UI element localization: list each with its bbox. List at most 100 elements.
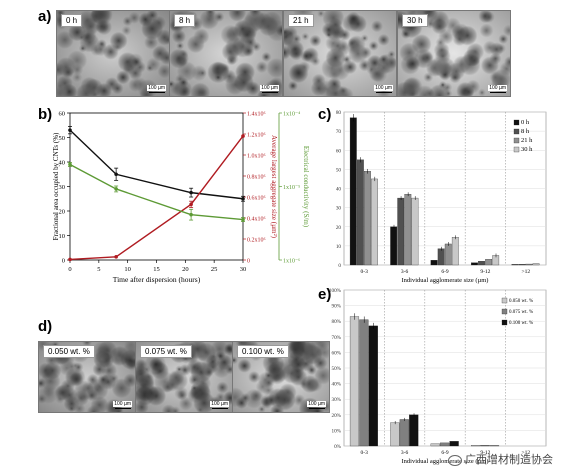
y-tick-label: 40 [336, 187, 342, 193]
x-axis-label: Individual agglomerate size (µm) [402, 458, 489, 465]
legend-swatch [513, 146, 520, 153]
bar [411, 197, 419, 266]
x-tick-label: >12 [521, 450, 530, 456]
y-tick-label: 10 [336, 244, 342, 250]
bar [390, 226, 398, 266]
scale-bar [262, 92, 278, 93]
bar [511, 264, 519, 266]
x-tick-label: >12 [521, 269, 530, 275]
bar [404, 194, 412, 266]
bar [492, 255, 500, 266]
legend-label: 0.100 wt. % [509, 321, 533, 326]
panel-d-micrograph-label: 0.100 wt. % [237, 345, 289, 358]
y-left-tick-label: 40 [59, 159, 66, 166]
x-tick-label: 3-6 [401, 450, 409, 456]
chart-c: 0 10 20 30 40 50 60 70 80 0-3 3-6 6-9 9-12 >12 Individ… [336, 110, 547, 284]
scale-bar [490, 92, 506, 93]
y-tick-label: 0% [334, 444, 342, 450]
bar [471, 445, 481, 447]
x-tick-label: 0-3 [361, 450, 369, 456]
y-tick-label: 30% [331, 397, 341, 403]
watermark: 广西增材制造协会 [448, 451, 553, 467]
y-right2-tick-label: 1x10⁻⁶ [283, 258, 300, 264]
panel-a-micrograph-label: 0 h [61, 14, 83, 27]
panel-a-label: a) [38, 8, 52, 25]
y-left-tick-label: 0 [62, 257, 65, 264]
panel-d-micrograph-2: 0.075 wt. % 100 µm [135, 341, 233, 413]
x-axis-label: Time after dispersion (hours) [113, 275, 201, 284]
bar [430, 260, 438, 266]
panel-d-micrograph-label: 0.075 wt. % [140, 345, 192, 358]
y-tick-label: 100% [329, 288, 342, 294]
bar [485, 259, 493, 266]
y-tick-label: 10% [331, 428, 341, 434]
scale-bar-label: 100 µm [113, 401, 132, 407]
legend-label: 8 h [521, 128, 530, 135]
watermark-text: 广西增材制造协会 [465, 453, 553, 466]
bar [399, 419, 409, 447]
y-tick-label: 60% [331, 350, 341, 356]
panel-d-micrograph-1: 0.050 wt. % 100 µm [38, 341, 136, 413]
legend-swatch [513, 128, 520, 135]
x-tick-label: 10 [124, 266, 131, 273]
x-tick-label: 5 [97, 266, 100, 273]
bar [390, 422, 400, 447]
legend-swatch [513, 137, 520, 144]
data-point [114, 172, 118, 177]
chart-b: 0 5 10 15 20 25 30 Time after dispersion (hours… [52, 110, 310, 284]
y-tick-label: 40% [331, 382, 341, 388]
y-right1-tick-label: 0.4x10⁶ [247, 216, 266, 222]
y-right1-tick-label: 1.2x10⁶ [247, 132, 266, 138]
data-point [68, 162, 72, 167]
y-tick-label: 20% [331, 413, 341, 419]
scale-bar-label: 100 µm [260, 85, 279, 91]
x-tick-label: 9-12 [480, 269, 490, 275]
y-tick-label: 90% [331, 304, 341, 310]
y-tick-label: 30 [336, 206, 342, 212]
scale-bar [376, 92, 392, 93]
bar [359, 319, 369, 447]
legend-swatch [513, 119, 520, 126]
bar [397, 197, 405, 266]
data-point [189, 212, 193, 217]
data-point [68, 257, 72, 262]
bar [471, 262, 478, 266]
y-tick-label: 60 [336, 148, 342, 154]
bar [349, 316, 360, 447]
series-line-2 [69, 135, 244, 261]
scale-bar-label: 100 µm [307, 401, 326, 407]
bar [371, 178, 378, 266]
x-axis-label: Individual agglomerate size (µm) [402, 277, 489, 284]
x-tick-label: 20 [182, 266, 189, 273]
y-tick-label: 80 [336, 110, 342, 116]
panel-a-micrograph-label: 30 h [402, 14, 428, 27]
bar [356, 159, 364, 266]
bar [480, 445, 490, 447]
scale-bar-label: 100 µm [147, 85, 166, 91]
scale-bar-label: 100 µm [374, 85, 393, 91]
y-left-tick-label: 20 [59, 208, 66, 215]
x-tick-label: 6-9 [441, 269, 449, 275]
y-tick-label: 50% [331, 366, 341, 372]
y-right1-tick-label: 0.6x10⁶ [247, 195, 266, 201]
data-point [114, 255, 118, 259]
y-tick-label: 70% [331, 335, 341, 341]
bar [444, 243, 452, 266]
x-tick-label: 3-6 [401, 269, 409, 275]
data-point [241, 196, 245, 201]
x-tick-label: 0-3 [361, 269, 369, 275]
x-tick-label: 30 [240, 266, 247, 273]
panel-a-micrograph-label: 8 h [174, 14, 196, 27]
y-tick-label: 50 [336, 167, 342, 173]
y-right2-tick-label: 1x10⁻⁵ [283, 185, 300, 191]
y-tick-label: 20 [336, 225, 342, 231]
panel-b-label: b) [38, 106, 53, 123]
legend-swatch [501, 297, 508, 304]
plot-frame [69, 112, 244, 261]
bar [437, 248, 445, 266]
legend-label: 0 h [521, 119, 530, 126]
y-tick-label: 80% [331, 319, 341, 325]
bar [478, 261, 485, 266]
y-right1-axis-label: Average largest aggregate size (µm²) [270, 135, 278, 239]
bar [525, 263, 533, 266]
